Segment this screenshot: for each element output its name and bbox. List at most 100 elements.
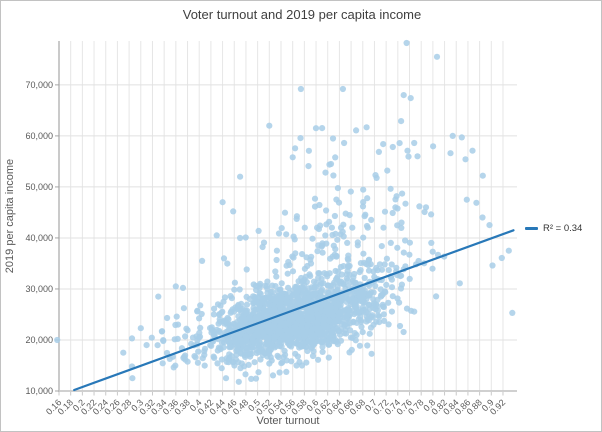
scatter-point[interactable] <box>415 257 422 265</box>
scatter-point[interactable] <box>137 325 144 332</box>
scatter-point[interactable] <box>301 265 308 272</box>
scatter-point[interactable] <box>396 322 404 330</box>
scatter-point[interactable] <box>322 232 329 239</box>
scatter-point[interactable] <box>233 339 240 346</box>
scatter-point[interactable] <box>230 208 237 215</box>
scatter-point[interactable] <box>376 261 383 268</box>
scatter-point[interactable] <box>184 358 191 365</box>
scatter-point[interactable] <box>315 317 322 324</box>
scatter-point[interactable] <box>220 344 227 351</box>
scatter-point[interactable] <box>211 354 218 361</box>
scatter-point[interactable] <box>364 342 371 349</box>
scatter-point[interactable] <box>326 218 333 225</box>
scatter-point[interactable] <box>398 219 405 226</box>
scatter-point[interactable] <box>331 318 338 325</box>
scatter-point[interactable] <box>365 301 372 308</box>
scatter-point[interactable] <box>307 338 314 346</box>
scatter-point[interactable] <box>326 161 333 168</box>
scatter-point[interactable] <box>380 141 387 148</box>
scatter-point[interactable] <box>275 329 282 336</box>
scatter-point[interactable] <box>255 348 262 356</box>
scatter-point[interactable] <box>334 185 341 192</box>
scatter-point[interactable] <box>330 242 337 249</box>
scatter-point[interactable] <box>384 167 391 174</box>
scatter-point[interactable] <box>220 298 227 305</box>
scatter-point[interactable] <box>374 312 382 319</box>
scatter-point[interactable] <box>389 293 396 300</box>
scatter-point[interactable] <box>284 270 291 277</box>
scatter-point[interactable] <box>402 237 409 244</box>
scatter-point[interactable] <box>389 209 396 217</box>
scatter-point[interactable] <box>469 147 476 154</box>
scatter-point[interactable] <box>296 337 303 344</box>
scatter-point[interactable] <box>387 239 394 246</box>
scatter-point[interactable] <box>160 337 167 345</box>
scatter-point[interactable] <box>224 337 231 344</box>
scatter-point[interactable] <box>275 230 283 237</box>
scatter-point[interactable] <box>214 360 221 367</box>
scatter-point[interactable] <box>266 328 273 335</box>
scatter-point[interactable] <box>323 240 330 247</box>
scatter-point[interactable] <box>319 348 326 355</box>
scatter-point[interactable] <box>352 279 359 286</box>
scatter-point[interactable] <box>449 132 456 139</box>
scatter-point[interactable] <box>179 284 187 291</box>
scatter-point[interactable] <box>334 236 341 243</box>
scatter-point[interactable] <box>214 347 221 354</box>
scatter-point[interactable] <box>244 344 251 351</box>
scatter-point[interactable] <box>295 313 303 320</box>
scatter-point[interactable] <box>358 288 366 295</box>
scatter-point[interactable] <box>322 169 329 176</box>
scatter-point[interactable] <box>347 188 354 195</box>
scatter-point[interactable] <box>218 339 226 346</box>
scatter-point[interactable] <box>430 143 437 150</box>
scatter-point[interactable] <box>380 311 387 318</box>
scatter-point[interactable] <box>269 311 276 318</box>
scatter-point[interactable] <box>381 317 388 324</box>
scatter-point[interactable] <box>498 254 505 262</box>
scatter-point[interactable] <box>372 282 379 290</box>
scatter-point[interactable] <box>381 208 389 215</box>
scatter-point[interactable] <box>273 273 280 280</box>
scatter-point[interactable] <box>285 284 292 291</box>
scatter-point[interactable] <box>237 173 244 180</box>
scatter-point[interactable] <box>277 338 284 345</box>
scatter-point[interactable] <box>433 53 441 60</box>
scatter-point[interactable] <box>370 304 377 311</box>
scatter-point[interactable] <box>194 359 201 366</box>
scatter-point[interactable] <box>407 95 414 102</box>
scatter-point[interactable] <box>330 337 337 344</box>
scatter-point[interactable] <box>329 135 337 142</box>
scatter-point[interactable] <box>288 358 295 365</box>
scatter-point[interactable] <box>400 249 407 256</box>
scatter-point[interactable] <box>315 356 322 363</box>
scatter-point[interactable] <box>231 362 238 369</box>
scatter-point[interactable] <box>213 232 220 239</box>
scatter-point[interactable] <box>257 290 264 297</box>
scatter-point[interactable] <box>267 346 274 353</box>
scatter-point[interactable] <box>473 199 480 206</box>
scatter-point[interactable] <box>255 227 262 234</box>
scatter-point[interactable] <box>194 307 201 314</box>
scatter-point[interactable] <box>428 211 435 218</box>
scatter-point[interactable] <box>370 296 377 303</box>
scatter-point[interactable] <box>411 139 418 147</box>
scatter-point[interactable] <box>345 252 352 259</box>
scatter-point[interactable] <box>242 349 249 356</box>
scatter-point[interactable] <box>217 329 224 336</box>
scatter-point[interactable] <box>233 351 240 358</box>
scatter-point[interactable] <box>351 270 358 278</box>
scatter-point[interactable] <box>276 369 283 376</box>
scatter-point[interactable] <box>345 304 352 311</box>
scatter-point[interactable] <box>311 195 319 202</box>
scatter-point[interactable] <box>214 301 222 308</box>
scatter-point[interactable] <box>158 328 165 335</box>
scatter-point[interactable] <box>201 362 208 369</box>
scatter-point[interactable] <box>340 281 347 288</box>
scatter-point[interactable] <box>433 293 440 300</box>
scatter-point[interactable] <box>301 224 308 231</box>
scatter-point[interactable] <box>271 306 278 313</box>
scatter-point[interactable] <box>337 309 344 316</box>
scatter-point[interactable] <box>293 213 300 220</box>
scatter-point[interactable] <box>264 278 271 285</box>
